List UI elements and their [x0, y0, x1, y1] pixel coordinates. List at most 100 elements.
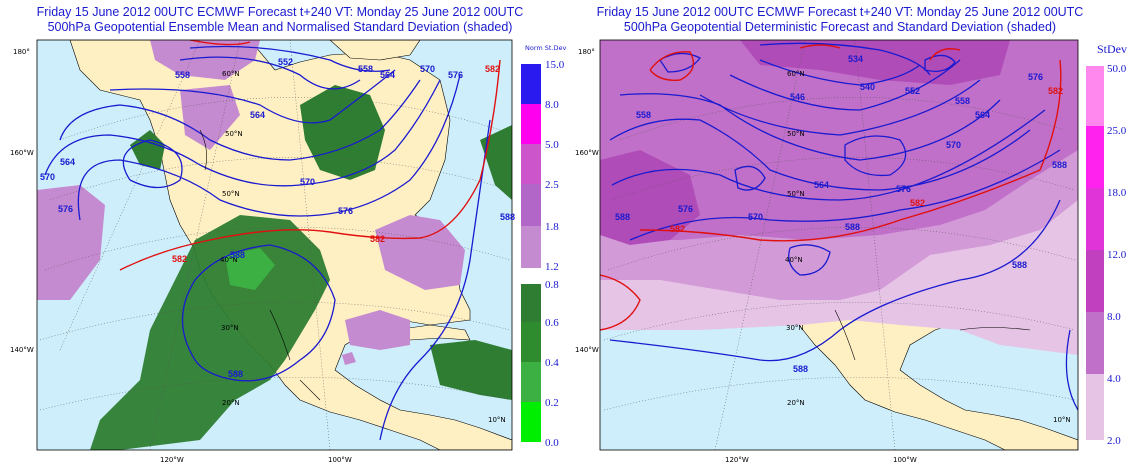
right-contour-label-588d: 588 — [1012, 260, 1027, 270]
left-lat-60n: 60°N — [222, 70, 240, 78]
right-contour-label-588e: 588 — [1052, 160, 1067, 170]
right-contour-label-546: 546 — [790, 92, 805, 102]
right-contour-label-540: 540 — [860, 82, 875, 92]
left-contour-label-564: 564 — [250, 110, 265, 120]
left-shade-purple-east — [375, 215, 465, 290]
right-contour-label-588b: 588 — [615, 212, 630, 222]
left-contours-blue — [44, 45, 491, 441]
right-contour-label-588: 588 — [845, 222, 860, 232]
left-lat-50n-a: 50°N — [225, 130, 243, 138]
right-legend-label-18: 18.0 — [1107, 187, 1127, 199]
left-land-greenland — [329, 40, 421, 61]
left-legend-label-2-5: 2.5 — [545, 179, 559, 191]
left-contour-label-564c: 564 — [380, 70, 395, 80]
left-legend-label-15: 15.0 — [545, 59, 565, 71]
right-axis-labels: 180° 160°W 140°W 120°W 100°W 60°N 50°N 5… — [575, 48, 1071, 464]
left-contour-label-588c: 588 — [500, 212, 515, 222]
right-lon-100w: 100°W — [893, 456, 917, 464]
right-contour-label-570b: 570 — [748, 212, 763, 222]
left-contour-label-558: 558 — [175, 70, 190, 80]
right-title-line2: 500hPa Geopotential Deterministic Foreca… — [623, 20, 1057, 34]
left-axis-labels: 180° 160°W 140°W 120°W 100°W 60°N 50°N 5… — [10, 48, 506, 464]
right-contour-label-588c: 588 — [793, 364, 808, 374]
right-title-line1: Friday 15 June 2012 00UTC ECMWF Forecast… — [596, 5, 1084, 19]
right-contour-label-576c: 576 — [1028, 72, 1043, 82]
left-legend-label-5: 5.0 — [545, 139, 559, 151]
right-legend-label-4: 4.0 — [1107, 373, 1121, 385]
right-contour-label-558: 558 — [955, 96, 970, 106]
left-contour-label-582b: 582 — [172, 254, 187, 264]
right-contour-label-564: 564 — [975, 110, 990, 120]
left-lon-160w: 160°W — [10, 149, 34, 157]
left-title-line1: Friday 15 June 2012 00UTC ECMWF Forecast… — [36, 5, 524, 19]
left-shade-purple-small — [342, 352, 356, 365]
left-legend-label-0-4: 0.4 — [545, 357, 559, 369]
right-lat-60n: 60°N — [787, 70, 805, 78]
left-coast-details — [199, 129, 321, 401]
right-contour-label-576: 576 — [896, 184, 911, 194]
right-lon-120w: 120°W — [725, 456, 749, 464]
left-lon-180: 180° — [13, 48, 30, 56]
left-shade-green-west — [90, 215, 330, 450]
right-lat-50n-a: 50°N — [787, 130, 805, 138]
right-legend-label-12: 12.0 — [1107, 249, 1127, 261]
right-lon-180: 180° — [578, 48, 595, 56]
right-lat-20n: 20°N — [787, 399, 805, 407]
right-lat-30n: 30°N — [786, 324, 804, 332]
left-legend-label-8: 8.0 — [545, 99, 559, 111]
left-contour-labels: 552 558 558 564 564 564 570 570 570 576 … — [40, 57, 515, 379]
left-lon-120w: 120°W — [160, 456, 184, 464]
left-shade-purple-nw — [180, 85, 240, 150]
right-legend-label-25: 25.0 — [1107, 125, 1127, 137]
left-lat-50n: 50°N — [222, 190, 240, 198]
right-contour-label-582: 582 — [910, 198, 925, 208]
left-lon-100w: 100°W — [328, 456, 352, 464]
left-contour-label-564b: 564 — [60, 157, 75, 167]
left-lat-30n: 30°N — [221, 324, 239, 332]
left-legend-label-0-6: 0.6 — [545, 317, 559, 329]
left-shade-green-core — [225, 248, 275, 290]
left-legend: Norm St.Dev 15.0 8.0 5.0 2.5 1.8 1.2 0.8… — [521, 44, 567, 449]
right-lat-50n: 50°N — [787, 190, 805, 198]
left-lat-40n: 40°N — [220, 256, 238, 264]
left-contour-label-576: 576 — [338, 206, 353, 216]
right-contour-label-534: 534 — [848, 54, 863, 64]
right-legend-label-8: 8.0 — [1107, 311, 1121, 323]
right-legend-label-2: 2.0 — [1107, 435, 1121, 447]
right-shade-medium — [600, 40, 1078, 240]
left-legend-header: Norm St.Dev — [525, 44, 567, 52]
left-legend-label-0-2: 0.2 — [545, 397, 559, 409]
right-contour-label-582c: 582 — [1048, 86, 1063, 96]
right-contour-label-558b: 558 — [636, 110, 651, 120]
right-legend-label-50: 50.0 — [1107, 63, 1127, 75]
left-contour-label-558b: 558 — [358, 64, 373, 74]
left-contour-red — [119, 59, 501, 271]
right-contours-red — [600, 44, 1062, 331]
left-contour-red-top — [189, 40, 251, 46]
left-shade-green-north — [300, 85, 385, 180]
right-contour-labels-red: 582 582 582 — [670, 86, 1063, 234]
right-coast-details — [834, 309, 1031, 361]
left-legend-label-1-8: 1.8 — [545, 221, 559, 233]
right-lon-160w: 160°W — [575, 149, 599, 157]
left-lat-10n: 10°N — [488, 416, 506, 424]
left-contour-label-570b: 570 — [40, 172, 55, 182]
left-lon-140w: 140°W — [10, 346, 34, 354]
right-contour-label-576b: 576 — [678, 204, 693, 214]
right-contour-label-552: 552 — [905, 86, 920, 96]
left-contour-label-588: 588 — [230, 250, 245, 260]
right-lat-10n: 10°N — [1053, 416, 1071, 424]
right-contour-labels: 534 540 546 552 558 558 564 564 570 570 … — [615, 54, 1067, 374]
left-shade-purple-gulf — [345, 310, 410, 350]
left-contour-labels-red: 582 582 582 — [172, 64, 500, 264]
right-shade-light-south — [780, 240, 850, 300]
left-shade-green-se — [430, 340, 512, 400]
right-legend-header: StDev — [1097, 42, 1127, 56]
right-legend: StDev 50.0 25.0 18.0 12.0 8.0 4.0 2.0 — [1086, 42, 1127, 447]
left-contour-label-576b: 576 — [58, 204, 73, 214]
right-shade-dark-west — [600, 150, 700, 245]
left-legend-label-1-2: 1.2 — [545, 261, 559, 273]
left-shade-purple-west — [37, 185, 105, 300]
left-contour-label-570c: 570 — [420, 64, 435, 74]
